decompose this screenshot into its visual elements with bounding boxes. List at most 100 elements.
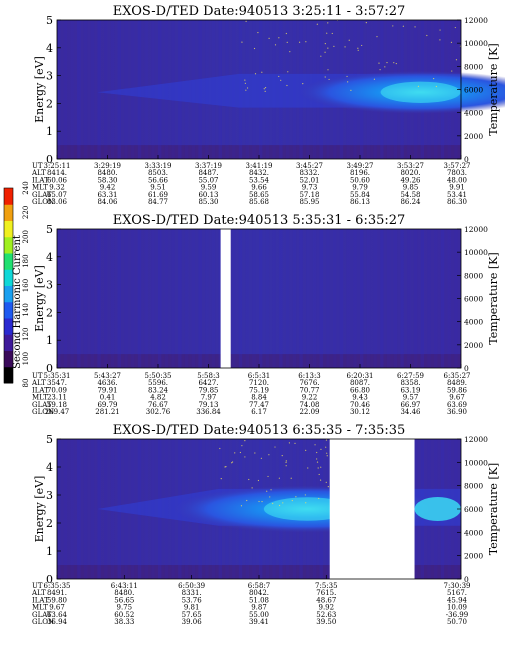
table-cell: 3:29:19 [94,162,121,170]
table-cell: 5596. [148,379,168,387]
table-cell: 9.59 [201,184,217,192]
table-cell: 86.13 [350,198,370,206]
y-tick-label: 1 [46,545,53,558]
right-tick-label: 10000 [464,39,488,48]
table-cell: 66.80 [350,386,370,394]
right-tick-label: 12000 [464,435,488,444]
colorbar-swatch [4,334,13,351]
table-cell: 79.91 [97,386,117,394]
table-cell: 9.67 [49,604,65,612]
table-cell: 36.94 [47,618,68,626]
right-axis-label: Temperature [K] [487,43,500,135]
table-cell: 6:27:59 [397,372,424,380]
table-cell: 8331. [182,589,202,597]
table-cell: 48.00 [447,176,467,184]
table-cell: 6:50:39 [178,582,205,590]
y-tick-label: 2 [46,517,53,530]
table-cell: 83.06 [47,198,68,206]
table-cell: 59.80 [47,596,67,604]
right-axis-label: Temperature [K] [487,252,500,344]
right-tick-label: 0 [464,364,469,373]
y-axis-label: Energy [eV] [33,265,46,332]
table-cell: 57.18 [299,191,319,199]
table-cell: 8491. [47,589,67,597]
table-cell: 7615. [316,589,336,597]
table-cell: 5:43:27 [94,372,121,380]
table-row-label: GLAT [32,401,52,409]
table-cell: 8432. [249,169,269,177]
table-cell: 39.50 [316,618,336,626]
table-cell: 8196. [350,169,370,177]
table-cell: 8414. [47,169,67,177]
table-cell: 7:30:39 [444,582,471,590]
table-cell: 39.06 [182,618,203,626]
table-cell: 269.47 [45,408,70,416]
table-cell: 85.95 [299,198,319,206]
table-cell: 77.47 [249,401,269,409]
table-cell: 48.67 [316,596,336,604]
table-row-label: ALT [31,589,46,597]
table-cell: 79.85 [198,386,218,394]
table-row-label: MLT [32,184,48,192]
table-cell: 3:33:19 [145,162,172,170]
y-tick-label: 3 [46,279,53,292]
right-tick-label: 6000 [464,295,483,304]
panel-2: EXOS-D/TED Date:940513 5:35:31 - 6:35:27… [31,213,500,416]
table-cell: 9.22 [302,394,318,402]
table-cell: 8332. [299,169,319,177]
table-cell: 7:5:35 [315,582,338,590]
table-cell: 8020. [400,169,420,177]
right-tick-label: 12000 [464,225,488,234]
table-cell: 9.91 [449,184,465,192]
right-axis-label: Temperature [K] [487,463,500,555]
table-cell: 9.75 [117,604,133,612]
right-tick-label: 4000 [464,528,483,537]
table-cell: 86.30 [447,198,467,206]
table-cell: 3:37:19 [195,162,222,170]
colorbar-tick-label: 200 [22,230,30,243]
right-tick-label: 6000 [464,86,483,95]
table-row-label: UT [32,582,43,590]
table-cell: 7120. [249,379,269,387]
table-cell: 84.06 [97,198,118,206]
table-cell: 5:35:31 [44,372,71,380]
table-cell: 51.08 [249,596,269,604]
table-cell: 6:20:31 [347,372,374,380]
table-cell: 9.79 [352,184,368,192]
y-tick-label: 0 [46,573,53,586]
table-cell: 63.31 [97,191,117,199]
colorbar-tick-label: 100 [22,352,30,365]
table-cell: 83.24 [148,386,169,394]
right-tick-label: 0 [464,575,469,584]
colorbar-swatch [4,269,13,286]
y-tick-label: 0 [46,362,53,375]
table-row-label: MLT [32,394,48,402]
table-cell: 3:25:11 [44,162,71,170]
right-tick-label: 4000 [464,109,483,118]
colorbar-tick-label: 180 [22,254,30,267]
table-cell: 70.77 [299,386,319,394]
table-cell: 0.41 [100,394,116,402]
y-tick-label: 4 [46,461,53,474]
spectrogram-background [57,229,461,368]
table-cell: 59.18 [47,401,67,409]
table-cell: 23.11 [47,394,67,402]
table-cell: 8489. [447,379,467,387]
table-cell: 8087. [350,379,370,387]
y-tick-label: 4 [46,251,53,264]
table-cell: 65.07 [47,191,67,199]
table-cell: 6:5:31 [248,372,271,380]
right-tick-label: 0 [464,155,469,164]
table-cell: 9.51 [150,184,166,192]
table-cell: 8358. [400,379,420,387]
panel-1: EXOS-D/TED Date:940513 3:25:11 - 3:57:27… [31,4,505,206]
energy-band-core [380,81,461,103]
y-tick-label: 3 [46,70,53,83]
colorbar-swatch [4,301,13,319]
chart-title: EXOS-D/TED Date:940513 6:35:35 - 7:35:35 [113,423,406,438]
table-cell: 7.97 [201,394,217,402]
table-cell: 8503. [148,169,168,177]
colorbar-tick-label: 240 [22,181,30,194]
colorbar-swatch [4,285,13,303]
table-cell: 53.54 [249,176,270,184]
